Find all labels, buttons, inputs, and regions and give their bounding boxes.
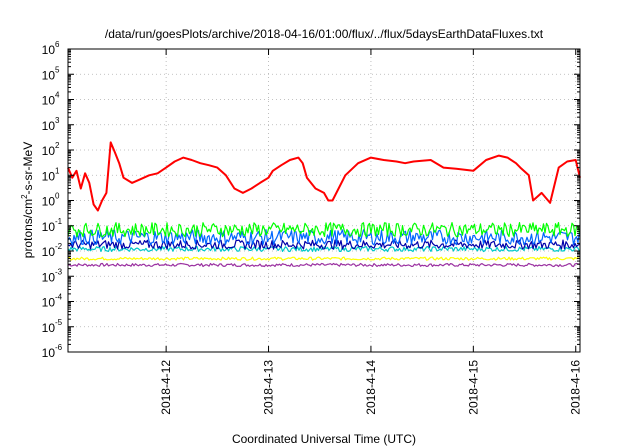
y-tick-exponent: -3: [55, 267, 63, 276]
series-line: [67, 141, 581, 212]
series-line: [67, 239, 580, 250]
y-tick-label: 10: [42, 245, 56, 259]
y-tick-exponent: 6: [55, 40, 60, 49]
y-tick-exponent: -2: [55, 242, 63, 251]
x-tick-label: 2018-4-16: [569, 360, 583, 415]
x-axis-label: Coordinated Universal Time (UTC): [232, 432, 416, 446]
y-tick-label: 10: [42, 68, 56, 82]
y-tick-label: 10: [42, 144, 56, 158]
x-tick-label: 2018-4-12: [159, 360, 173, 415]
y-tick-label: 10: [42, 270, 56, 284]
y-tick-labels: 10 -610 -510 -410 -310 -210 -110 010 110 210 310 41…: [42, 40, 63, 360]
series-line: [67, 229, 581, 246]
y-tick-label: 10: [42, 195, 56, 209]
chart-title: /data/run/goesPlots/archive/2018-04-16/0…: [105, 27, 544, 41]
y-tick-exponent: -6: [55, 343, 63, 352]
y-tick-label: 10: [42, 94, 56, 108]
series-line: [67, 256, 580, 261]
x-tick-label: 2018-4-14: [364, 360, 378, 415]
series-line: [67, 222, 581, 238]
y-tick-label: 10: [42, 346, 56, 360]
y-tick-exponent: -4: [55, 293, 63, 302]
y-tick-exponent: 2: [55, 141, 60, 150]
y-tick-exponent: 1: [55, 166, 60, 175]
series-line: [67, 262, 580, 268]
y-axis-label: protons/cm2-s-sr-MeV: [20, 142, 35, 258]
y-tick-exponent: 4: [55, 91, 60, 100]
y-tick-label: 10: [42, 169, 56, 183]
series-layer: [67, 141, 581, 268]
y-tick-label: 10: [42, 220, 56, 234]
y-tick-exponent: -5: [55, 318, 63, 327]
y-tick-exponent: 0: [55, 192, 60, 201]
y-tick-exponent: -1: [55, 217, 63, 226]
y-tick-exponent: 3: [55, 116, 60, 125]
x-tick-labels: 2018-4-12 2018-4-13 2018-4-14 2018-4-15 2018…: [159, 360, 583, 415]
y-tick-label: 10: [42, 321, 56, 335]
y-tick-label: 10: [42, 119, 56, 133]
x-tick-label: 2018-4-13: [262, 360, 276, 415]
y-tick-exponent: 5: [55, 65, 60, 74]
y-tick-label: 10: [42, 43, 56, 57]
y-tick-label: 10: [42, 296, 56, 310]
ticks: [68, 48, 580, 353]
x-tick-label: 2018-4-15: [466, 360, 480, 415]
